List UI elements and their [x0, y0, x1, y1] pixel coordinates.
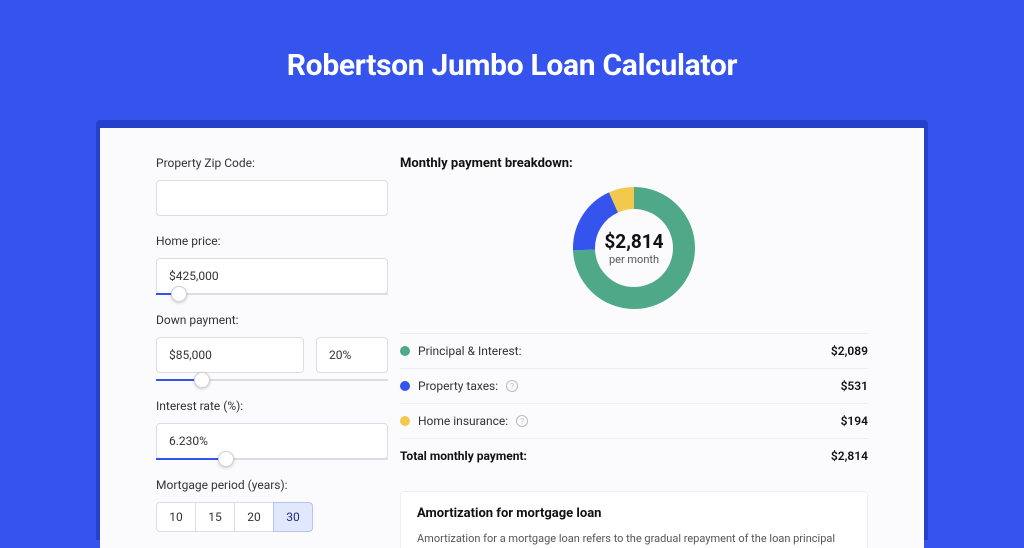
legend-left-1: Property taxes:?	[400, 379, 518, 393]
down-payment-slider[interactable]	[156, 379, 388, 381]
donut-container: $2,814 per month	[400, 183, 868, 313]
down-payment-input[interactable]	[156, 337, 304, 373]
amortization-heading: Amortization for mortgage loan	[417, 506, 851, 521]
form-column: Property Zip Code: Home price: Down paym…	[100, 128, 400, 548]
calculator-card: Property Zip Code: Home price: Down paym…	[100, 128, 924, 548]
legend-value-1: $531	[841, 379, 868, 393]
card-columns: Property Zip Code: Home price: Down paym…	[100, 128, 924, 548]
amortization-card: Amortization for mortgage loan Amortizat…	[400, 491, 868, 548]
down-payment-pct-input[interactable]	[316, 337, 388, 373]
legend-value-2: $194	[841, 414, 868, 428]
breakdown-heading: Monthly payment breakdown:	[400, 156, 868, 171]
legend-label-2: Home insurance:	[418, 414, 508, 428]
field-zip: Property Zip Code:	[156, 156, 388, 216]
legend-row-0: Principal & Interest: $2,089	[400, 333, 868, 368]
legend-rows: Principal & Interest: $2,089 Property taxe…	[400, 333, 868, 438]
info-icon[interactable]: ?	[516, 415, 528, 427]
zip-input[interactable]	[156, 180, 388, 216]
legend-dot-1	[400, 381, 410, 391]
legend-row-total: Total monthly payment: $2,814	[400, 438, 868, 473]
legend-total-label: Total monthly payment:	[400, 449, 527, 463]
period-btn-30[interactable]: 30	[273, 502, 313, 532]
home-price-slider-thumb[interactable]	[171, 286, 187, 302]
field-interest-rate: Interest rate (%):	[156, 399, 388, 460]
period-button-group: 10152030	[156, 502, 388, 532]
legend-row-2: Home insurance:? $194	[400, 403, 868, 438]
interest-rate-slider-fill	[156, 458, 226, 460]
interest-rate-label: Interest rate (%):	[156, 399, 388, 413]
legend-dot-2	[400, 416, 410, 426]
legend-left-2: Home insurance:?	[400, 414, 528, 428]
period-label: Mortgage period (years):	[156, 478, 388, 492]
legend-left-0: Principal & Interest:	[400, 344, 522, 358]
info-icon[interactable]: ?	[506, 380, 518, 392]
period-btn-10[interactable]: 10	[156, 502, 196, 532]
legend-total-value: $2,814	[831, 449, 868, 463]
down-payment-slider-thumb[interactable]	[194, 372, 210, 388]
period-btn-15[interactable]: 15	[195, 502, 235, 532]
donut-chart: $2,814 per month	[569, 183, 699, 313]
home-price-label: Home price:	[156, 234, 388, 248]
donut-sub: per month	[609, 253, 659, 266]
breakdown-column: Monthly payment breakdown: $2,814 per mo…	[400, 128, 924, 548]
down-payment-label: Down payment:	[156, 313, 388, 327]
period-btn-20[interactable]: 20	[234, 502, 274, 532]
donut-center: $2,814 per month	[569, 183, 699, 313]
field-period: Mortgage period (years): 10152030	[156, 478, 388, 532]
field-down-payment: Down payment:	[156, 313, 388, 381]
down-payment-row	[156, 337, 388, 373]
legend-dot-0	[400, 346, 410, 356]
legend-label-0: Principal & Interest:	[418, 344, 522, 358]
page-root: Robertson Jumbo Loan Calculator Property…	[0, 0, 1024, 512]
home-price-input[interactable]	[156, 258, 388, 294]
zip-label: Property Zip Code:	[156, 156, 388, 170]
page-title: Robertson Jumbo Loan Calculator	[0, 0, 1024, 83]
home-price-slider[interactable]	[156, 293, 388, 295]
interest-rate-input[interactable]	[156, 423, 388, 459]
legend-value-0: $2,089	[831, 344, 868, 358]
field-home-price: Home price:	[156, 234, 388, 295]
legend-row-1: Property taxes:? $531	[400, 368, 868, 403]
amortization-text: Amortization for a mortgage loan refers …	[417, 531, 851, 548]
donut-amount: $2,814	[604, 230, 663, 253]
legend-label-1: Property taxes:	[418, 379, 498, 393]
interest-rate-slider[interactable]	[156, 458, 388, 460]
interest-rate-slider-thumb[interactable]	[218, 451, 234, 467]
